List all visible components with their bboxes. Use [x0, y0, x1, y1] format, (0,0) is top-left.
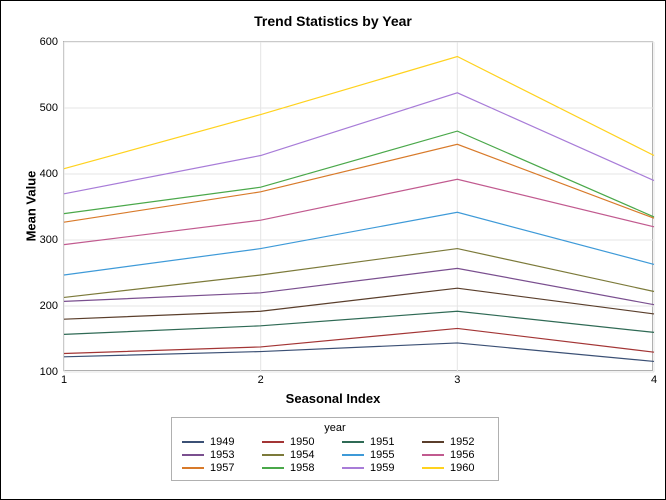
legend: year 1949 1950 1951 1952 1953 1954 1955 1956 195… [171, 417, 499, 481]
legend-swatch [422, 467, 444, 469]
legend-swatch [342, 441, 364, 443]
series-line-1951 [64, 311, 654, 334]
legend-label: 1958 [290, 462, 314, 474]
y-axis-label: Mean Value [24, 171, 39, 242]
legend-label: 1954 [290, 449, 314, 461]
legend-label: 1960 [450, 462, 474, 474]
y-tick-label: 600 [40, 36, 64, 48]
series-line-1960 [64, 57, 654, 169]
legend-item-1958: 1958 [262, 462, 328, 474]
legend-swatch [342, 454, 364, 456]
series-line-1955 [64, 212, 654, 275]
legend-swatch [262, 441, 284, 443]
chart-title: Trend Statistics by Year [1, 13, 665, 29]
chart-frame: Trend Statistics by Year Mean Value 1002… [0, 0, 666, 500]
legend-label: 1953 [210, 449, 234, 461]
y-tick-label: 400 [40, 168, 64, 180]
series-line-1954 [64, 249, 654, 298]
series-line-1952 [64, 288, 654, 319]
legend-label: 1959 [370, 462, 394, 474]
legend-item-1955: 1955 [342, 449, 408, 461]
legend-item-1960: 1960 [422, 462, 488, 474]
legend-item-1951: 1951 [342, 436, 408, 448]
y-tick-label: 500 [40, 102, 64, 114]
legend-item-1956: 1956 [422, 449, 488, 461]
legend-item-1952: 1952 [422, 436, 488, 448]
legend-swatch [182, 454, 204, 456]
legend-swatch [262, 454, 284, 456]
x-tick-label: 3 [454, 370, 460, 386]
legend-swatch [342, 467, 364, 469]
series-line-1950 [64, 328, 654, 353]
y-tick-label: 300 [40, 234, 64, 246]
x-tick-label: 2 [258, 370, 264, 386]
legend-grid: 1949 1950 1951 1952 1953 1954 1955 1956 1957 1958… [182, 436, 488, 474]
legend-swatch [262, 467, 284, 469]
legend-item-1950: 1950 [262, 436, 328, 448]
legend-swatch [182, 467, 204, 469]
legend-swatch [422, 454, 444, 456]
series-line-1956 [64, 179, 654, 244]
legend-item-1954: 1954 [262, 449, 328, 461]
y-tick-label: 200 [40, 300, 64, 312]
legend-title: year [182, 422, 488, 434]
legend-label: 1949 [210, 436, 234, 448]
plot-area: 1002003004005006001234 [63, 41, 653, 371]
x-axis-label: Seasonal Index [1, 391, 665, 406]
x-tick-label: 4 [651, 370, 657, 386]
legend-item-1953: 1953 [182, 449, 248, 461]
series-line-1957 [64, 144, 654, 222]
legend-label: 1957 [210, 462, 234, 474]
x-tick-label: 1 [61, 370, 67, 386]
legend-label: 1951 [370, 436, 394, 448]
series-line-1949 [64, 343, 654, 361]
legend-item-1949: 1949 [182, 436, 248, 448]
legend-label: 1956 [450, 449, 474, 461]
legend-label: 1950 [290, 436, 314, 448]
legend-swatch [182, 441, 204, 443]
series-lines [64, 57, 654, 362]
plot-svg [64, 42, 652, 370]
legend-label: 1955 [370, 449, 394, 461]
legend-label: 1952 [450, 436, 474, 448]
legend-swatch [422, 441, 444, 443]
legend-item-1959: 1959 [342, 462, 408, 474]
legend-item-1957: 1957 [182, 462, 248, 474]
